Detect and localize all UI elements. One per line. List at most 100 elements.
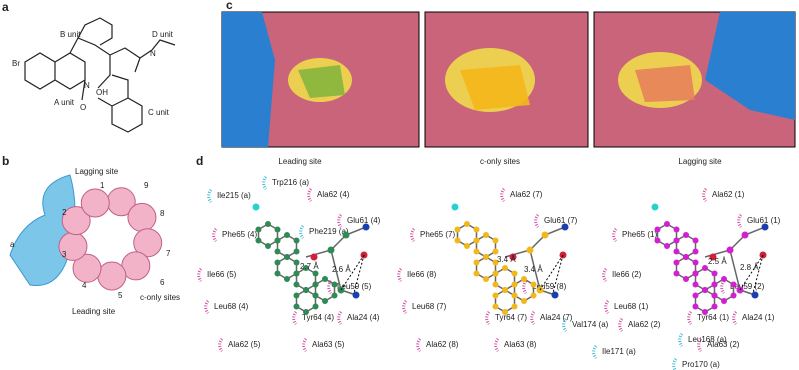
structure-label: OH [96, 88, 108, 97]
ligand-ring [694, 267, 716, 291]
atom [293, 303, 300, 310]
residue-arc [604, 300, 610, 314]
atom [252, 203, 260, 211]
atom [673, 226, 680, 233]
atom [761, 223, 769, 231]
residue-arc [500, 188, 506, 202]
atom [327, 246, 335, 254]
atom [541, 231, 549, 239]
residue-arc [530, 311, 536, 325]
atom [726, 246, 734, 254]
residue-label: Tyr64 (4) [302, 313, 334, 322]
residue-label: Ala63 (2) [707, 340, 740, 349]
residue-label: Ile66 (8) [407, 270, 437, 279]
atom [692, 292, 699, 299]
residue-arc [337, 214, 343, 228]
residue-arc [485, 311, 491, 325]
atom [310, 253, 318, 261]
atom [331, 292, 338, 299]
residue-label: Leu59 (2) [730, 282, 765, 291]
ligand-ring [656, 223, 678, 247]
residue-arc [702, 188, 708, 202]
atom [265, 243, 271, 249]
residue-arc [522, 280, 528, 294]
atom [683, 232, 689, 238]
site-title: Leading site [278, 157, 322, 166]
atom [274, 248, 281, 255]
residue-label: Ile66 (2) [612, 270, 642, 279]
ligand-ring [675, 234, 697, 258]
atom [451, 203, 459, 211]
residue-arc [204, 300, 210, 314]
h-bond [539, 254, 564, 294]
residue-arc [562, 318, 568, 332]
residue-label: Ala62 (8) [426, 340, 459, 349]
atom [492, 270, 499, 277]
helix [133, 228, 163, 258]
panel-label: b [2, 154, 9, 168]
ligand-ring [494, 289, 516, 313]
site-label: Leading site [72, 307, 116, 316]
atom [274, 270, 281, 277]
atom [502, 309, 508, 315]
atom [342, 231, 350, 239]
residue-label: Leu59 (8) [532, 282, 567, 291]
residue-label: Ala62 (1) [712, 190, 745, 199]
ligand-ring [276, 256, 298, 280]
atom [673, 270, 680, 277]
atom [255, 226, 262, 233]
atom [284, 276, 290, 282]
subunit-number: 6 [160, 278, 165, 287]
atom [502, 287, 508, 293]
residue-label: Leu68 (1) [614, 302, 649, 311]
atom [464, 243, 470, 249]
atom [322, 298, 328, 304]
ligand-ring [276, 234, 298, 258]
atom [473, 226, 480, 233]
structure-label: N [150, 49, 156, 58]
atom [673, 259, 680, 266]
residue-arc [402, 300, 408, 314]
atom [473, 237, 480, 244]
helix [127, 202, 157, 232]
residue-label: Val174 (a) [572, 320, 609, 329]
distance-label: 2.6 Å [332, 265, 351, 274]
atom [312, 270, 319, 277]
subunit-number: 5 [118, 291, 123, 300]
atom [293, 292, 300, 299]
atom [511, 292, 518, 299]
panel-label: d [196, 154, 203, 168]
subunit-number: 1 [100, 181, 105, 190]
residue-label: Ala62 (2) [628, 320, 661, 329]
atom [751, 291, 759, 299]
residue-arc [687, 311, 693, 325]
atom [730, 292, 737, 299]
atom [673, 248, 680, 255]
residue-label: Ile171 (a) [602, 347, 636, 356]
atom [530, 281, 537, 288]
atom [683, 254, 689, 260]
subunit-number: 8 [160, 209, 165, 218]
ring-b [9, 174, 76, 287]
residue-arc [337, 311, 343, 325]
atom [702, 287, 708, 293]
structure-label: N [84, 81, 90, 90]
subunit-number: 2 [62, 208, 67, 217]
atom [293, 259, 300, 266]
atom [673, 237, 680, 244]
atom [511, 270, 518, 277]
atom [464, 221, 470, 227]
atom [293, 270, 300, 277]
residue-label: Ala62 (4) [317, 190, 350, 199]
structure-label: C unit [148, 108, 170, 117]
atom [502, 265, 508, 271]
ligand-ring [694, 289, 716, 313]
atom [473, 270, 480, 277]
atom [303, 265, 309, 271]
residue-arc [612, 228, 618, 242]
ligand-ring [513, 278, 535, 302]
atom [312, 292, 319, 299]
atom [322, 276, 328, 282]
atom [709, 253, 717, 261]
